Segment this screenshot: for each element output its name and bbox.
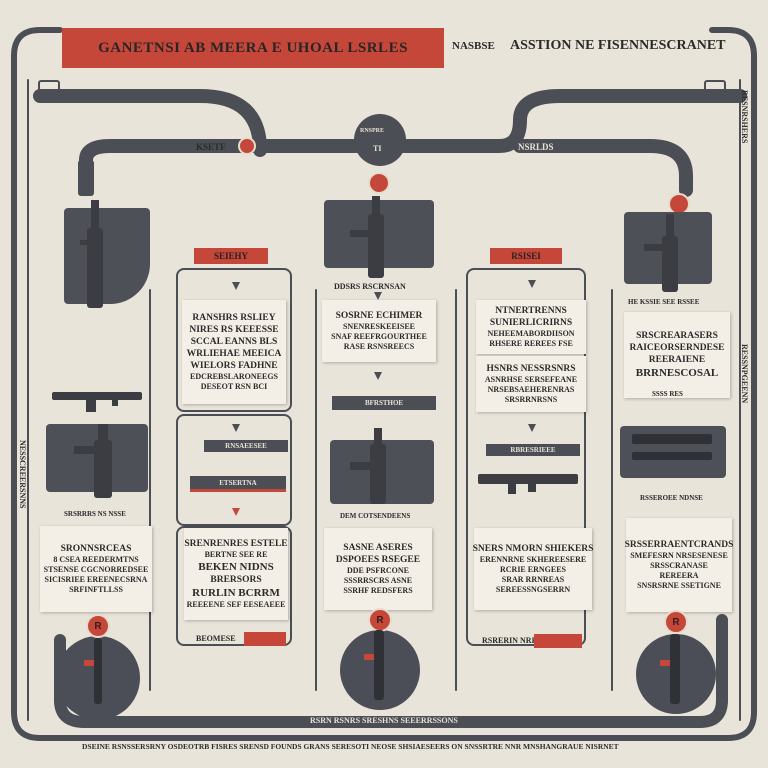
pipe-coupler-left <box>78 160 94 196</box>
card-col2-bottom: SRENRENRES ESTELE BERTNE SEE RE BEKEN NI… <box>184 528 288 620</box>
mid-label-col5: RSSEROEE NDNSE <box>640 494 703 502</box>
arrow-col4 <box>528 424 536 432</box>
card-col4-bottom: SNERS NMORN SHIEKERS ERENNRNE SKHEREESER… <box>473 528 593 610</box>
frame-col4 <box>466 268 586 646</box>
frame-col2-bottom <box>176 526 292 646</box>
footer-caption: DSEINE RSNSSERSRNY OSDEOTRB FISRES SRENS… <box>82 742 619 751</box>
card-col5-top: SRSCREARASERS RAICEORSERNDESE REERAIENE … <box>624 312 730 398</box>
frame-col2-top <box>176 268 292 412</box>
corner-icon-right <box>704 80 726 98</box>
step-label-col2: BEOMESE <box>196 634 236 643</box>
bar-col2-red: ETSERTNA <box>190 476 286 492</box>
card-col4-top: NTNERTRENNS SUNIERLICRIRNS NEHEEMABORDII… <box>476 300 586 354</box>
valve-dot-bottom-right: R <box>664 610 688 634</box>
card-col2-top: RANSHRS RSLIEY NIRES RS KEEESSE SCCAL EA… <box>182 300 286 404</box>
bar-col4-dark: RBRESRIEEE <box>486 444 580 456</box>
pipe-label-right: NSRLDS <box>518 142 554 152</box>
side-label-right-mid: RESSNPGEENN <box>740 344 749 404</box>
pipe-label-left: KSETF <box>196 142 226 152</box>
step-label-col4: RSRERIN NRE <box>482 636 537 645</box>
valve-dot-bottom-left: R <box>86 614 110 638</box>
tool-icon <box>350 428 386 504</box>
tool-icon <box>364 630 384 700</box>
tool-icon <box>52 392 142 412</box>
pipe-label-center: RNSPRE <box>360 128 385 134</box>
tool-icon <box>84 638 102 704</box>
valve-dot-center <box>368 172 390 194</box>
mid-label-col3: DEM COTSENDEENS <box>340 512 411 520</box>
frame-col2-mid <box>176 414 292 526</box>
sub-label-col5: SSSS RES <box>652 390 683 398</box>
tool-icon <box>80 200 103 308</box>
tool-icon <box>478 474 578 494</box>
card-col3-top: SOSRNE ECHIMER SNENRESKEEISEE SNAF REEFR… <box>322 300 436 362</box>
mid-label-col1: SRSRRRS NS NSSE <box>64 510 126 518</box>
valve-dot-bottom-center: R <box>368 608 392 632</box>
section-tag-col2: SEIEHY <box>194 248 268 264</box>
arrow-col3 <box>374 292 382 300</box>
top-label-col5: HE KSSIE SEE RSSEE <box>628 298 700 306</box>
device-housing-left <box>64 208 150 304</box>
step-tag-col4 <box>534 634 582 648</box>
bar-col2-dark: RNSAEESEE <box>204 440 288 452</box>
footer-bar-label: RSRN RSNRS SRESHNS SEEERRSSONS <box>310 716 458 725</box>
corner-icon-left <box>38 80 60 98</box>
tool-icon <box>632 434 712 460</box>
header-subtitle-right: ASSTION NE FISENNESCRANET <box>510 38 726 53</box>
card-col3-bottom: SASNE ASERES DSPOEES RSEGEE DDE PSFRCONE… <box>324 528 432 610</box>
arrow-col4 <box>528 280 536 288</box>
side-label-right-top: RESNRSHERS <box>740 90 749 144</box>
tool-icon <box>74 424 112 498</box>
section-tag-col4: RSISEI <box>490 248 562 264</box>
top-label-col3: DDSRS RSCRNSAN <box>334 282 406 291</box>
card-col5-bottom: SRSSERRAENTCRANDS SMEFESRN NRSESENESE SR… <box>625 518 733 612</box>
header-title: GANETNSI AB MEERA E UHOAL LSRLES <box>98 39 408 56</box>
arrow-col2 <box>232 424 240 432</box>
arrow-col2-red <box>232 508 240 516</box>
bar-col3: BFRSTHOE <box>332 396 436 410</box>
tool-icon <box>350 196 384 278</box>
side-label-left: NESSCREERSNNS <box>18 440 27 509</box>
step-tag-col2 <box>244 632 286 646</box>
header-subtitle-left: NASBSE <box>452 40 495 52</box>
card-col4-top-b: HSNRS NESSRSNRS ASNRHSE SERSEFEANE NRSEB… <box>476 356 586 412</box>
header-title-banner: GANETNSI AB MEERA E UHOAL LSRLES <box>62 28 444 68</box>
arrow-col3 <box>374 372 382 380</box>
card-col1: SRONNSRCEAS 8 CSEA REEDERMTNS STSENSE CG… <box>40 526 152 612</box>
pipe-label-center-sub: TI <box>373 144 382 153</box>
tool-icon <box>644 214 678 292</box>
arrow-col2 <box>232 282 240 290</box>
tool-icon <box>660 634 680 704</box>
